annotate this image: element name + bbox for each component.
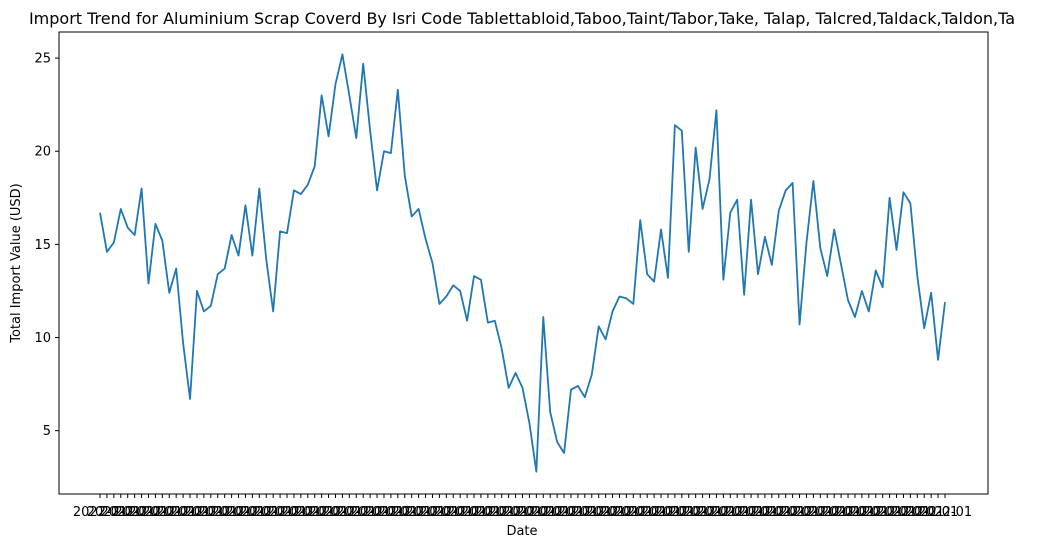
x-tick-label: 2022-01 <box>447 505 501 520</box>
series-line <box>99 53 946 473</box>
x-tick-label: 2022-01 <box>710 505 764 520</box>
x-tick-label: 2022-01 <box>807 505 861 520</box>
x-tick-label: 2022-01 <box>198 505 252 520</box>
x-tick-label: 2022-01 <box>433 505 487 520</box>
x-tick-label: 2022-01 <box>488 505 542 520</box>
x-tick-label: 2022-01 <box>779 505 833 520</box>
x-tick-label: 2022-01 <box>516 505 570 520</box>
y-tick-label: 5 <box>43 424 51 439</box>
x-tick-label: 2022-01 <box>156 505 210 520</box>
x-tick-label: 2022-01 <box>128 505 182 520</box>
x-tick-label: 2022-01 <box>225 505 279 520</box>
x-tick-label: 2022-01 <box>544 505 598 520</box>
x-tick-label: 2022-01 <box>558 505 612 520</box>
x-tick-label: 2022-01 <box>239 505 293 520</box>
x-tick-label: 2022-01 <box>793 505 847 520</box>
x-tick-label: 2022-01 <box>613 505 667 520</box>
x-tick-label: 2022-01 <box>170 505 224 520</box>
x-tick-label: 2022-01 <box>572 505 626 520</box>
y-tick-label: 15 <box>34 238 51 253</box>
x-tick-label: 2022-01 <box>530 505 584 520</box>
x-tick-label: 2022-01 <box>405 505 459 520</box>
x-tick-label: 2022-01 <box>391 505 445 520</box>
x-tick-label: 2022-01 <box>724 505 778 520</box>
x-tick-label: 2022-01 <box>350 505 404 520</box>
x-tick-label: 2022-01 <box>904 505 958 520</box>
y-tick-label: 10 <box>34 331 51 346</box>
x-tick-label: 2022-01 <box>862 505 916 520</box>
x-tick-label: 2022-01 <box>184 505 238 520</box>
x-tick-label: 2022-01 <box>378 505 432 520</box>
x-tick-label: 2022-01 <box>73 505 127 520</box>
x-tick-label: 2022-01 <box>253 505 307 520</box>
y-tick-label: 20 <box>34 145 51 160</box>
x-tick-label: 2022-01 <box>364 505 418 520</box>
x-axis-label: Date <box>506 524 537 539</box>
x-tick-label: 2022-01 <box>918 505 972 520</box>
x-tick-label: 2022-01 <box>101 505 155 520</box>
plot-frame <box>58 31 989 495</box>
x-tick-label: 2022-01 <box>281 505 335 520</box>
x-tick-label: 2022-01 <box>890 505 944 520</box>
x-tick-label: 2022-01 <box>849 505 903 520</box>
x-tick-label: 2022-01 <box>475 505 529 520</box>
x-tick-label: 2022-01 <box>502 505 556 520</box>
x-tick-label: 2022-01 <box>682 505 736 520</box>
x-tick-label: 2022-01 <box>142 505 196 520</box>
x-tick-label: 2022-01 <box>696 505 750 520</box>
x-tick-label: 2022-01 <box>308 505 362 520</box>
x-tick-label: 2022-01 <box>87 505 141 520</box>
x-tick-label: 2022-01 <box>114 505 168 520</box>
x-tick-label: 2022-01 <box>211 505 265 520</box>
x-tick-label: 2022-01 <box>835 505 889 520</box>
y-axis-label: Total Import Value (USD) <box>9 183 24 344</box>
y-axis-ticks: 5 10 15 20 25 <box>34 52 59 439</box>
x-tick-label: 2022-01 <box>668 505 722 520</box>
x-tick-label: 2022-01 <box>294 505 348 520</box>
x-tick-label: 2022-01 <box>599 505 653 520</box>
x-tick-label: 2022-01 <box>461 505 515 520</box>
x-tick-label: 2022-01 <box>738 505 792 520</box>
x-axis-ticks: 2022-012022-012022-012022-012022-012022-… <box>73 494 972 520</box>
y-tick-label: 25 <box>34 52 51 67</box>
x-tick-label: 2022-01 <box>322 505 376 520</box>
x-tick-label: 2022-01 <box>765 505 819 520</box>
x-tick-label: 2022-01 <box>336 505 390 520</box>
x-tick-label: 2022-01 <box>419 505 473 520</box>
x-tick-label: 2022-01 <box>876 505 930 520</box>
x-tick-label: 2022-01 <box>655 505 709 520</box>
chart-title: Import Trend for Aluminium Scrap Coverd … <box>29 9 1015 28</box>
x-tick-label: 2022-01 <box>752 505 806 520</box>
x-tick-label: 2022-01 <box>585 505 639 520</box>
x-tick-label: 2022-01 <box>267 505 321 520</box>
x-tick-label: 2022-01 <box>627 505 681 520</box>
x-tick-label: 2022-01 <box>821 505 875 520</box>
x-tick-label: 2022-01 <box>641 505 695 520</box>
